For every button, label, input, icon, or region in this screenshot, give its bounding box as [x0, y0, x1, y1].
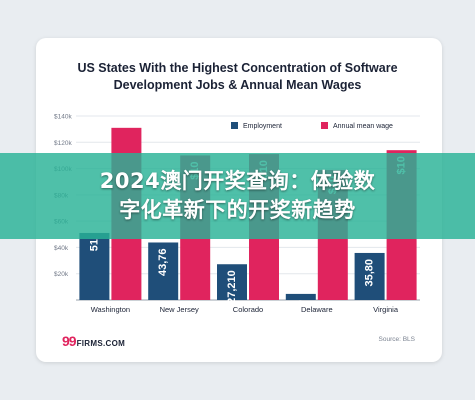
source-note: Source: BLS: [378, 336, 416, 343]
x-tick-label: Washington: [91, 305, 130, 314]
bar-data-label: 4,640: [295, 300, 307, 328]
legend: Employment Annual mean wage: [231, 122, 393, 130]
bar-data-label: 27,210: [226, 270, 238, 304]
logo-text: FIRMS.COM: [76, 339, 126, 348]
chart-title: US States With the Highest Concentration…: [0, 60, 475, 94]
y-tick-label: $20k: [54, 271, 69, 278]
brand-logo[interactable]: 99FIRMS.COM: [62, 333, 125, 349]
y-tick-label: $120k: [54, 140, 72, 147]
y-tick-label: $40k: [54, 245, 69, 252]
employment-bar: [79, 232, 110, 300]
employment-bar: [148, 242, 179, 300]
bar-data-label: 35,80: [364, 259, 376, 287]
bar-data-label: 51: [88, 239, 100, 251]
headline-banner: 2024澳门开奖查询：体验数 字化革新下的开奖新趋势: [0, 153, 475, 239]
legend-swatch: [231, 122, 238, 129]
y-tick-label: $140k: [54, 114, 72, 121]
x-tick-label: New Jersey: [160, 305, 199, 314]
legend-swatch: [321, 122, 328, 129]
legend-label: Annual mean wage: [333, 123, 393, 130]
x-tick-label: Delaware: [301, 305, 333, 314]
legend-label: Employment: [243, 123, 282, 130]
x-tick-label: Virginia: [373, 305, 399, 314]
employment-bar: [217, 264, 247, 300]
chart-title-line-1: US States With the Highest Concentration…: [77, 61, 398, 75]
logo-number: 99: [62, 333, 77, 349]
employment-bar: [285, 293, 316, 300]
bar-data-label: 43,76: [157, 248, 169, 276]
chart-title-line-2: Development Jobs & Annual Mean Wages: [113, 78, 362, 92]
employment-bar: [354, 252, 385, 300]
x-tick-label: Colorado: [233, 305, 263, 314]
banner-line-2: 字化革新下的开奖新趋势: [119, 198, 356, 222]
banner-line-1: 2024澳门开奖查询：体验数: [99, 169, 376, 193]
